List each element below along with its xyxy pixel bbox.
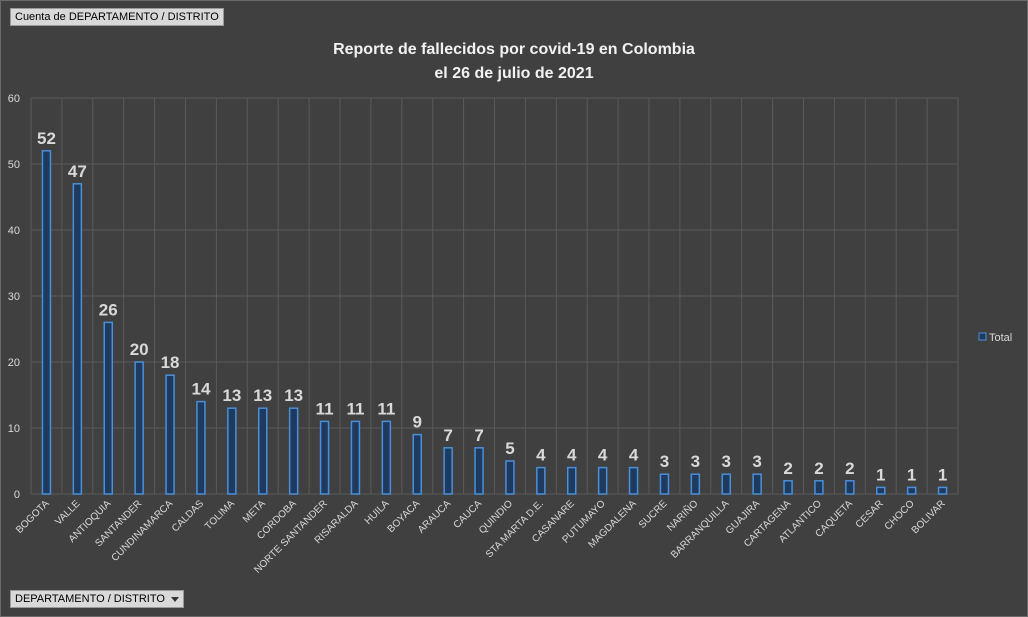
bar[interactable]	[536, 466, 546, 495]
bar[interactable]	[412, 433, 422, 495]
bars	[41, 150, 948, 495]
data-label: 5	[505, 439, 514, 458]
data-label: 11	[377, 399, 395, 418]
data-label: 3	[660, 452, 669, 471]
bar[interactable]	[165, 374, 175, 495]
bar[interactable]	[350, 420, 361, 495]
x-tick-label: ARAUCA	[416, 498, 453, 535]
bar[interactable]	[906, 486, 917, 495]
data-label: 1	[907, 465, 916, 484]
gridlines	[30, 97, 959, 495]
data-label: 13	[222, 386, 241, 405]
legend-label: Total	[989, 332, 1012, 344]
data-label: 4	[598, 446, 608, 465]
dropdown-arrow-icon	[170, 596, 179, 602]
data-label: 52	[37, 129, 56, 148]
data-label: 4	[536, 446, 546, 465]
x-axis: BOGOTA VALLEANTIOQUIASANTANDERCUNDINAMARC…	[14, 497, 948, 576]
bar[interactable]	[288, 407, 299, 495]
bar[interactable]	[845, 480, 855, 495]
x-tick-label: CUNDINAMARCA	[110, 498, 176, 564]
y-tick-label: 0	[14, 489, 20, 501]
data-label: 26	[99, 300, 118, 319]
bar[interactable]	[196, 400, 206, 495]
pivot-value-field-button[interactable]: Cuenta de DEPARTAMENTO / DISTRITO	[10, 8, 224, 26]
x-tick-label: HUILA	[363, 498, 392, 527]
y-tick-label: 20	[8, 357, 20, 369]
x-tick-label: VALLE	[53, 498, 83, 528]
data-label: 7	[474, 426, 483, 445]
data-label: 1	[876, 465, 885, 484]
data-label: 20	[130, 340, 149, 359]
y-tick-label: 50	[8, 159, 20, 171]
bar[interactable]	[628, 466, 639, 495]
data-label: 3	[691, 452, 700, 471]
chart-title-line-2: el 26 de julio de 2021	[434, 65, 593, 82]
data-label: 1	[938, 465, 947, 484]
bar[interactable]	[474, 447, 484, 495]
x-tick-label: BOLIVAR	[910, 498, 948, 536]
data-label: 3	[722, 452, 731, 471]
bar[interactable]	[659, 473, 670, 495]
bar[interactable]	[319, 420, 330, 495]
pivot-axis-field-label: DEPARTAMENTO / DISTRITO	[15, 593, 165, 605]
x-tick-label: BOGOTA	[14, 498, 52, 536]
pivot-axis-field-button[interactable]: DEPARTAMENTO / DISTRITO	[10, 590, 184, 608]
bar[interactable]	[258, 407, 268, 495]
x-tick-label: STA MARTA D.E.	[484, 498, 546, 560]
data-label: 11	[316, 399, 334, 418]
y-tick-label: 30	[8, 291, 20, 303]
bar[interactable]	[814, 480, 824, 495]
bar[interactable]	[134, 361, 144, 495]
bar[interactable]	[227, 407, 237, 495]
data-label: 18	[161, 353, 180, 372]
bar[interactable]	[752, 473, 762, 495]
bar[interactable]	[567, 466, 577, 495]
data-label: 47	[68, 162, 87, 181]
x-tick-label: CESAR	[854, 498, 886, 530]
x-tick-label: BARRANQUILLA	[669, 498, 732, 561]
data-label: 13	[284, 386, 303, 405]
y-tick-label: 60	[8, 93, 20, 105]
x-tick-label: CALDAS	[170, 498, 206, 534]
bar[interactable]	[690, 473, 701, 495]
x-tick-label: META	[241, 498, 268, 525]
bar[interactable]	[597, 466, 608, 495]
bar[interactable]	[103, 321, 113, 495]
bar[interactable]	[381, 420, 392, 495]
data-label: 4	[629, 446, 639, 465]
bar[interactable]	[721, 473, 731, 495]
bar[interactable]	[41, 150, 52, 495]
data-label: 2	[845, 459, 854, 478]
legend-swatch	[978, 332, 987, 341]
bar[interactable]	[505, 460, 515, 495]
data-label: 7	[443, 426, 452, 445]
y-axis: 0 10 20 30 40 50 60	[8, 93, 20, 501]
y-tick-label: 40	[8, 225, 20, 237]
x-tick-label: TOLIMA	[203, 498, 237, 532]
data-label: 13	[253, 386, 272, 405]
data-label: 2	[814, 459, 823, 478]
bar[interactable]	[443, 447, 453, 495]
bar[interactable]	[876, 486, 886, 495]
y-tick-label: 10	[8, 423, 20, 435]
data-label: 2	[783, 459, 792, 478]
data-label: 9	[413, 413, 422, 432]
bar[interactable]	[783, 480, 793, 495]
bar[interactable]	[72, 183, 83, 495]
legend: Total	[978, 332, 1012, 344]
data-label: 4	[567, 446, 577, 465]
data-label: 14	[191, 380, 210, 399]
data-label: 3	[752, 452, 761, 471]
bar[interactable]	[937, 486, 948, 495]
chart-title-line-1: Reporte de fallecidos por covid-19 en Co…	[333, 41, 695, 58]
data-label: 11	[346, 399, 364, 418]
